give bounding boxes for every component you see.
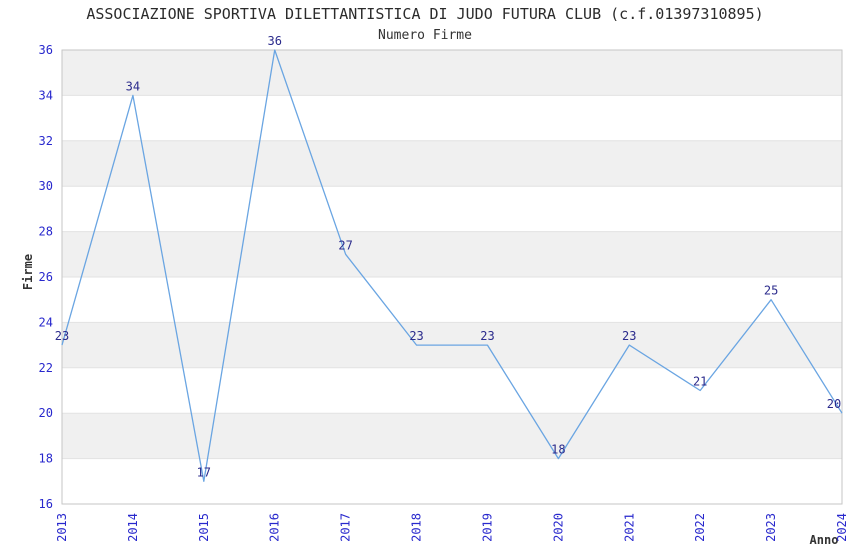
x-tick-label: 2020: [551, 513, 565, 542]
y-tick-label: 16: [39, 497, 53, 511]
chart-title: ASSOCIAZIONE SPORTIVA DILETTANTISTICA DI…: [86, 5, 764, 23]
y-tick-label: 30: [39, 179, 53, 193]
grid-band: [62, 140, 842, 187]
data-point-label: 20: [827, 397, 841, 411]
data-point-label: 27: [338, 238, 352, 252]
x-tick-label: 2018: [410, 513, 424, 542]
x-tick-label: 2019: [480, 513, 494, 542]
x-tick-label: 2013: [55, 513, 69, 542]
x-tick-label: 2023: [764, 513, 778, 542]
x-tick-label: 2016: [268, 513, 282, 542]
data-point-label: 34: [126, 79, 140, 93]
y-tick-label: 20: [39, 406, 53, 420]
data-point-label: 36: [268, 34, 282, 48]
data-point-label: 21: [693, 375, 707, 389]
data-point-label: 17: [197, 465, 211, 479]
x-axis-label: Anno: [809, 533, 839, 547]
y-tick-label: 26: [39, 270, 53, 284]
y-tick-label: 24: [39, 315, 53, 329]
plot-border: [61, 49, 843, 505]
y-tick-label: 34: [39, 88, 53, 102]
y-tick-label: 36: [39, 43, 53, 57]
y-tick-label: 18: [39, 452, 53, 466]
x-tick-label: 2017: [339, 513, 353, 542]
data-point-label: 23: [55, 329, 69, 343]
x-tick-label: 2021: [622, 513, 636, 542]
data-point-label: 18: [551, 443, 565, 457]
y-tick-label: 22: [39, 361, 53, 375]
x-tick-label: 2022: [693, 513, 707, 542]
data-point-label: 23: [409, 329, 423, 343]
data-point-label: 23: [622, 329, 636, 343]
grid-band: [62, 231, 842, 277]
chart-subtitle: Numero Firme: [378, 28, 472, 43]
grid-band: [62, 50, 842, 96]
series-line: [61, 49, 843, 482]
x-tick-label: 2024: [835, 513, 849, 542]
data-point-label: 23: [480, 329, 494, 343]
grid-band: [62, 413, 842, 459]
data-point-label: 25: [764, 284, 778, 298]
y-tick-label: 28: [39, 225, 53, 239]
x-tick-label: 2015: [197, 513, 211, 542]
y-tick-label: 32: [39, 134, 53, 148]
x-tick-label: 2014: [126, 513, 140, 542]
